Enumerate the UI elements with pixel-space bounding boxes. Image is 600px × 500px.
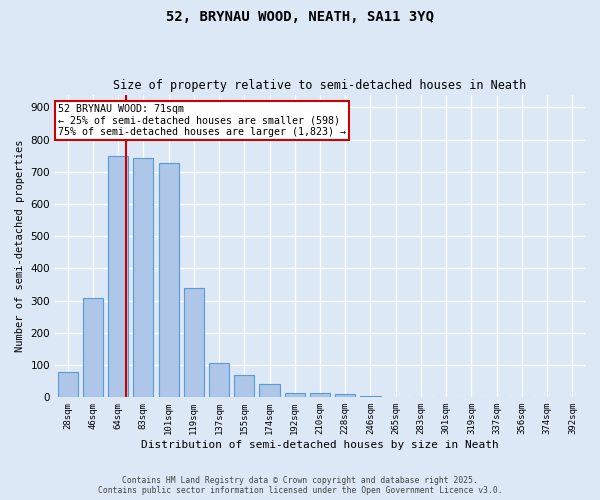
Bar <box>184 288 204 398</box>
Bar <box>158 163 179 398</box>
Bar <box>284 392 305 398</box>
Text: 52 BRYNAU WOOD: 71sqm
← 25% of semi-detached houses are smaller (598)
75% of sem: 52 BRYNAU WOOD: 71sqm ← 25% of semi-deta… <box>58 104 346 138</box>
Text: 52, BRYNAU WOOD, NEATH, SA11 3YQ: 52, BRYNAU WOOD, NEATH, SA11 3YQ <box>166 10 434 24</box>
Bar <box>108 156 128 398</box>
X-axis label: Distribution of semi-detached houses by size in Neath: Distribution of semi-detached houses by … <box>141 440 499 450</box>
Y-axis label: Number of semi-detached properties: Number of semi-detached properties <box>15 140 25 352</box>
Text: Contains HM Land Registry data © Crown copyright and database right 2025.
Contai: Contains HM Land Registry data © Crown c… <box>98 476 502 495</box>
Bar <box>361 396 380 398</box>
Bar <box>335 394 355 398</box>
Bar <box>209 362 229 398</box>
Bar <box>310 393 330 398</box>
Bar <box>58 372 78 398</box>
Bar <box>234 375 254 398</box>
Bar <box>133 158 154 398</box>
Title: Size of property relative to semi-detached houses in Neath: Size of property relative to semi-detach… <box>113 79 527 92</box>
Bar <box>83 298 103 398</box>
Bar <box>259 384 280 398</box>
